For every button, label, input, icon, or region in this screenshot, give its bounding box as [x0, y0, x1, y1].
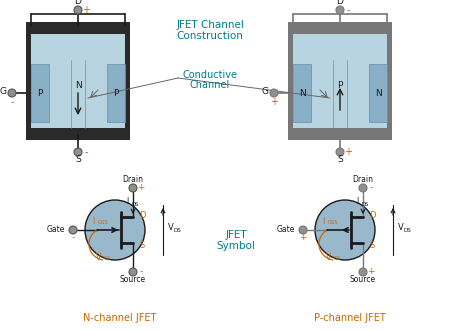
Bar — [31, 26, 125, 34]
Text: G: G — [262, 87, 269, 96]
Circle shape — [359, 268, 367, 276]
Circle shape — [129, 268, 137, 276]
Text: +: + — [270, 97, 278, 107]
Text: -: - — [346, 5, 350, 15]
Text: GSS: GSS — [328, 220, 339, 225]
Text: Source: Source — [350, 276, 376, 284]
Bar — [333, 60, 347, 128]
Text: DS: DS — [403, 228, 411, 234]
Bar — [107, 64, 125, 122]
Text: DS: DS — [131, 202, 139, 207]
Text: I: I — [126, 197, 128, 207]
Bar — [369, 64, 387, 122]
Text: S: S — [369, 241, 375, 249]
Circle shape — [315, 200, 375, 260]
Text: -: - — [140, 268, 143, 277]
Bar — [26, 22, 130, 140]
Text: D: D — [75, 0, 81, 7]
Text: +: + — [299, 234, 307, 243]
Circle shape — [336, 148, 344, 156]
Text: S: S — [75, 155, 81, 164]
Text: Gate: Gate — [277, 225, 295, 235]
Bar — [31, 64, 49, 122]
Bar — [71, 60, 85, 128]
Text: V: V — [96, 252, 102, 261]
Bar — [293, 27, 387, 135]
Text: Conductive: Conductive — [183, 70, 237, 80]
Circle shape — [74, 148, 82, 156]
Text: P: P — [337, 81, 342, 89]
Bar — [31, 128, 125, 135]
Text: -: - — [10, 97, 14, 107]
Bar — [288, 22, 392, 140]
Text: DS: DS — [173, 228, 181, 234]
Text: Channel: Channel — [190, 80, 230, 90]
Text: Construction: Construction — [176, 31, 244, 41]
Text: Drain: Drain — [352, 176, 374, 184]
Text: +: + — [82, 5, 90, 15]
Bar — [293, 128, 387, 135]
Text: V: V — [168, 223, 174, 233]
Circle shape — [359, 184, 367, 192]
Text: JFET Channel: JFET Channel — [176, 20, 244, 30]
Text: P: P — [37, 88, 43, 97]
Text: P: P — [114, 88, 119, 97]
Text: I: I — [356, 197, 358, 207]
Bar — [293, 64, 311, 122]
Text: GSS: GSS — [98, 220, 109, 225]
Text: -: - — [84, 147, 88, 157]
Circle shape — [74, 6, 82, 14]
Text: DS: DS — [361, 202, 368, 207]
Text: D: D — [139, 211, 145, 219]
Circle shape — [270, 89, 278, 97]
Text: G: G — [0, 87, 7, 96]
Text: +: + — [367, 268, 375, 277]
Text: +: + — [137, 183, 145, 192]
Circle shape — [85, 200, 145, 260]
Text: D: D — [369, 211, 375, 219]
Text: I: I — [92, 216, 94, 225]
Text: V: V — [398, 223, 404, 233]
Text: P-channel JFET: P-channel JFET — [314, 313, 386, 323]
Text: Source: Source — [120, 276, 146, 284]
Text: -: - — [71, 234, 75, 243]
Text: S: S — [337, 155, 343, 164]
Circle shape — [336, 6, 344, 14]
Text: D: D — [337, 0, 343, 7]
Text: N: N — [375, 88, 381, 97]
Text: N-channel JFET: N-channel JFET — [83, 313, 157, 323]
Bar — [293, 26, 387, 34]
Text: N: N — [75, 81, 81, 89]
Text: JFET: JFET — [225, 230, 247, 240]
Text: Symbol: Symbol — [217, 241, 255, 251]
Circle shape — [69, 226, 77, 234]
Text: I: I — [322, 216, 324, 225]
Text: +: + — [344, 147, 352, 157]
Bar — [31, 27, 125, 135]
Text: N: N — [298, 88, 306, 97]
Text: V: V — [326, 252, 332, 261]
Text: GS: GS — [104, 256, 111, 261]
Text: S: S — [140, 241, 145, 249]
Text: Gate: Gate — [47, 225, 65, 235]
Circle shape — [299, 226, 307, 234]
Text: GS: GS — [334, 256, 342, 261]
Circle shape — [8, 89, 16, 97]
Circle shape — [129, 184, 137, 192]
Text: Drain: Drain — [123, 176, 143, 184]
Text: -: - — [369, 183, 373, 192]
